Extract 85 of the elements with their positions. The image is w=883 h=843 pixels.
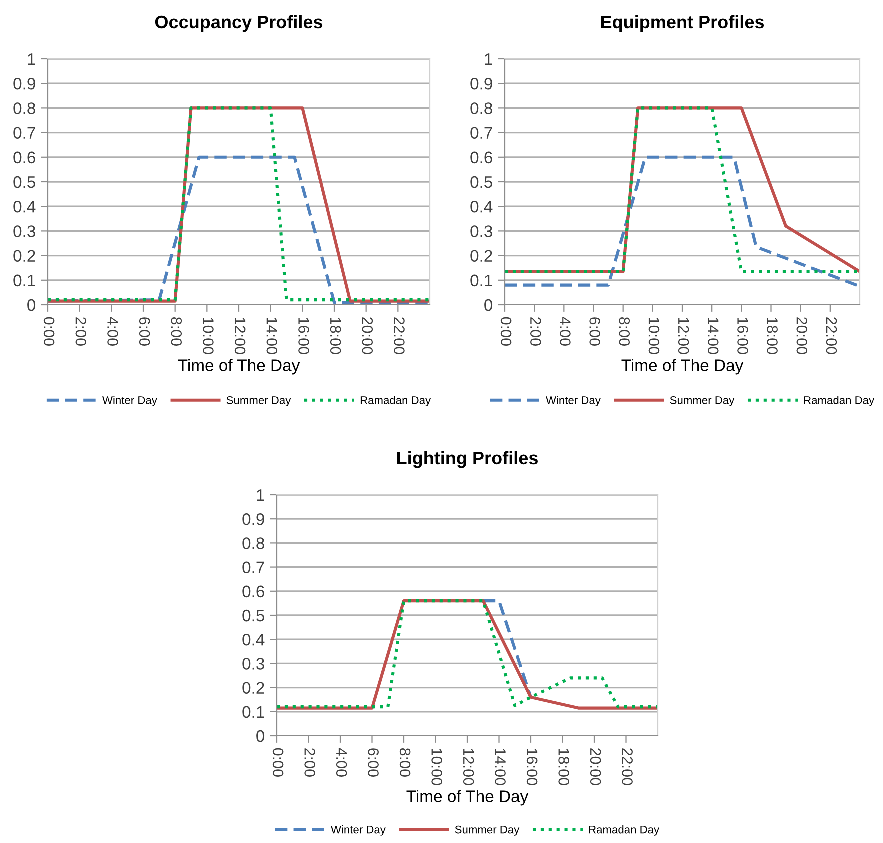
x-tick-label: 10:00 <box>648 318 660 354</box>
y-tick-label: 0.8 <box>242 538 264 550</box>
y-tick-label: 1 <box>28 54 36 66</box>
x-tick-label: 0:00 <box>44 317 55 346</box>
y-tick-label: 0.4 <box>14 201 36 213</box>
legend-label: Summer Day <box>455 826 520 836</box>
legend-label: Ramadan Day <box>589 826 660 836</box>
x-tick-label: 6:00 <box>139 318 150 346</box>
y-tick-label: 0 <box>28 299 36 312</box>
y-tick-label: 0.5 <box>470 176 492 188</box>
x-tick-label: 14:00 <box>266 318 278 354</box>
y-tick-label: 0.6 <box>470 152 492 164</box>
x-tick-label: 20:00 <box>590 748 602 786</box>
y-tick-label: 0 <box>484 299 493 312</box>
y-tick-label: 0.5 <box>242 610 264 622</box>
x-tick-label: 18:00 <box>330 318 342 354</box>
x-tick-label: 4:00 <box>560 317 571 346</box>
y-tick-label: 1 <box>257 490 264 502</box>
x-tick-label: 2:00 <box>76 318 87 346</box>
x-tick-label: 22:00 <box>394 318 405 354</box>
x-tick-label: 2:00 <box>530 318 542 346</box>
x-tick-label: 4:00 <box>336 748 348 777</box>
y-tick-label: 0.6 <box>14 152 36 164</box>
x-tick-label: 8:00 <box>619 317 630 346</box>
legend-label: Summer Day <box>226 396 292 407</box>
y-tick-label: 0.8 <box>470 102 492 114</box>
legend-label: Ramadan Day <box>804 396 875 407</box>
x-axis-title: Time of The Day <box>406 790 529 806</box>
x-tick-label: 12:00 <box>234 318 246 354</box>
chart-title: Equipment Profiles <box>601 15 764 32</box>
x-tick-label: 18:00 <box>558 748 570 786</box>
y-tick-label: 0.5 <box>14 176 36 188</box>
legend-label: Winter Day <box>102 396 158 407</box>
x-tick-label: 14:00 <box>708 318 719 354</box>
x-tick-label: 22:00 <box>622 748 633 786</box>
x-tick-label: 20:00 <box>362 318 374 354</box>
x-tick-label: 10:00 <box>203 318 214 354</box>
y-tick-label: 0.8 <box>14 102 36 114</box>
x-tick-label: 8:00 <box>400 748 411 777</box>
y-tick-label: 0.7 <box>14 127 36 140</box>
chart-title: Lighting Profiles <box>397 451 538 468</box>
x-tick-label: 16:00 <box>526 748 538 786</box>
x-axis-title: Time of The Day <box>622 359 744 375</box>
x-tick-label: 14:00 <box>495 748 506 786</box>
x-tick-label: 18:00 <box>767 318 778 354</box>
x-tick-label: 10:00 <box>432 748 442 786</box>
y-tick-label: 0.1 <box>242 706 264 718</box>
x-tick-label: 12:00 <box>678 318 690 354</box>
y-tick-label: 0.1 <box>470 274 492 287</box>
x-tick-label: 0:00 <box>272 748 284 777</box>
chart-title: Occupancy Profiles <box>155 15 323 32</box>
legend-label: Winter Day <box>331 826 386 836</box>
y-tick-label: 0.1 <box>14 274 36 287</box>
x-tick-label: 22:00 <box>826 318 838 354</box>
y-tick-label: 0.7 <box>470 127 492 140</box>
y-tick-label: 0.9 <box>14 78 36 90</box>
line-series <box>505 156 860 288</box>
x-tick-label: 0:00 <box>500 317 512 346</box>
x-tick-label: 16:00 <box>738 318 748 354</box>
x-axis-title: Time of The Day <box>178 359 300 375</box>
y-tick-label: 0.3 <box>470 226 492 238</box>
y-tick-label: 0.4 <box>242 634 265 646</box>
y-tick-label: 0.3 <box>242 658 264 670</box>
y-tick-label: 0.9 <box>242 514 264 526</box>
y-tick-label: 1 <box>485 54 492 66</box>
y-tick-label: 0.2 <box>14 250 36 262</box>
x-tick-label: 2:00 <box>304 748 316 777</box>
x-tick-label: 4:00 <box>108 317 118 346</box>
y-tick-label: 0.7 <box>242 562 264 574</box>
legend-label: Summer Day <box>670 396 735 407</box>
x-tick-label: 8:00 <box>171 317 182 346</box>
x-tick-label: 20:00 <box>796 318 808 354</box>
y-tick-label: 0.4 <box>470 201 493 213</box>
legend-label: Ramadan Day <box>360 396 432 407</box>
y-tick-label: 0.2 <box>242 682 264 694</box>
x-tick-label: 12:00 <box>463 748 474 786</box>
y-tick-label: 0.9 <box>470 78 492 90</box>
y-tick-label: 0.3 <box>14 226 36 238</box>
x-tick-label: 6:00 <box>590 318 600 346</box>
legend-label: Winter Day <box>546 396 601 407</box>
x-tick-label: 6:00 <box>368 748 379 777</box>
y-tick-label: 0 <box>256 730 265 742</box>
x-tick-label: 16:00 <box>298 318 310 354</box>
y-tick-label: 0.2 <box>470 250 492 262</box>
y-tick-label: 0.6 <box>242 586 264 598</box>
